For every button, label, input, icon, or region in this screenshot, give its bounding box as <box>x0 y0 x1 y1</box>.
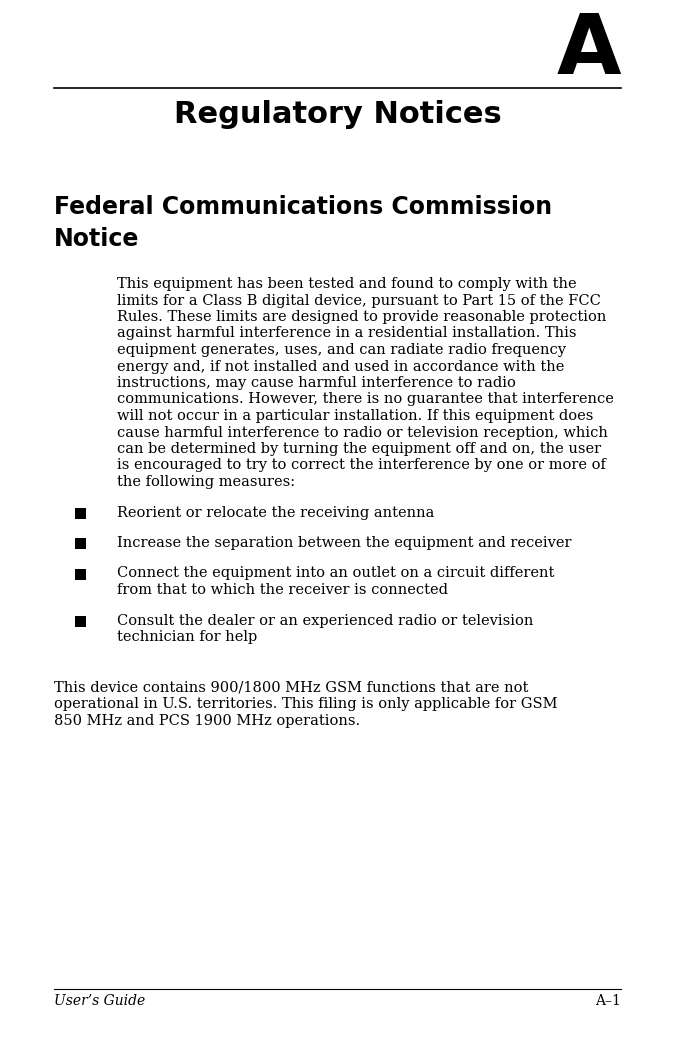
Text: technician for help: technician for help <box>117 630 257 644</box>
Text: Increase the separation between the equipment and receiver: Increase the separation between the equi… <box>117 536 572 550</box>
Text: energy and, if not installed and used in accordance with the: energy and, if not installed and used in… <box>117 359 564 374</box>
Text: Consult the dealer or an experienced radio or television: Consult the dealer or an experienced rad… <box>117 613 533 628</box>
Text: against harmful interference in a residential installation. This: against harmful interference in a reside… <box>117 327 576 340</box>
Text: Reorient or relocate the receiving antenna: Reorient or relocate the receiving anten… <box>117 506 435 519</box>
Text: Federal Communications Commission: Federal Communications Commission <box>54 195 552 219</box>
Text: This equipment has been tested and found to comply with the: This equipment has been tested and found… <box>117 277 576 291</box>
Text: from that to which the receiver is connected: from that to which the receiver is conne… <box>117 583 448 596</box>
Text: cause harmful interference to radio or television reception, which: cause harmful interference to radio or t… <box>117 426 608 439</box>
Text: Notice: Notice <box>54 227 139 251</box>
Text: operational in U.S. territories. This filing is only applicable for GSM: operational in U.S. territories. This fi… <box>54 697 558 711</box>
Text: equipment generates, uses, and can radiate radio frequency: equipment generates, uses, and can radia… <box>117 342 566 357</box>
Text: 850 MHz and PCS 1900 MHz operations.: 850 MHz and PCS 1900 MHz operations. <box>54 713 360 728</box>
Text: Regulatory Notices: Regulatory Notices <box>173 100 502 129</box>
Text: is encouraged to try to correct the interference by one or more of: is encouraged to try to correct the inte… <box>117 458 606 473</box>
Text: will not occur in a particular installation. If this equipment does: will not occur in a particular installat… <box>117 409 593 423</box>
FancyBboxPatch shape <box>75 568 86 580</box>
Text: User’s Guide: User’s Guide <box>54 994 145 1008</box>
Text: A–1: A–1 <box>595 994 621 1008</box>
FancyBboxPatch shape <box>75 508 86 518</box>
Text: the following measures:: the following measures: <box>117 475 295 489</box>
Text: A: A <box>556 10 621 91</box>
Text: instructions, may cause harmful interference to radio: instructions, may cause harmful interfer… <box>117 376 516 390</box>
Text: limits for a Class B digital device, pursuant to Part 15 of the FCC: limits for a Class B digital device, pur… <box>117 294 601 307</box>
Text: communications. However, there is no guarantee that interference: communications. However, there is no gua… <box>117 392 614 406</box>
Text: Rules. These limits are designed to provide reasonable protection: Rules. These limits are designed to prov… <box>117 310 606 324</box>
FancyBboxPatch shape <box>75 615 86 627</box>
Text: can be determined by turning the equipment off and on, the user: can be determined by turning the equipme… <box>117 442 601 456</box>
Text: Connect the equipment into an outlet on a circuit different: Connect the equipment into an outlet on … <box>117 566 554 581</box>
Text: This device contains 900/1800 MHz GSM functions that are not: This device contains 900/1800 MHz GSM fu… <box>54 681 529 694</box>
FancyBboxPatch shape <box>75 538 86 549</box>
